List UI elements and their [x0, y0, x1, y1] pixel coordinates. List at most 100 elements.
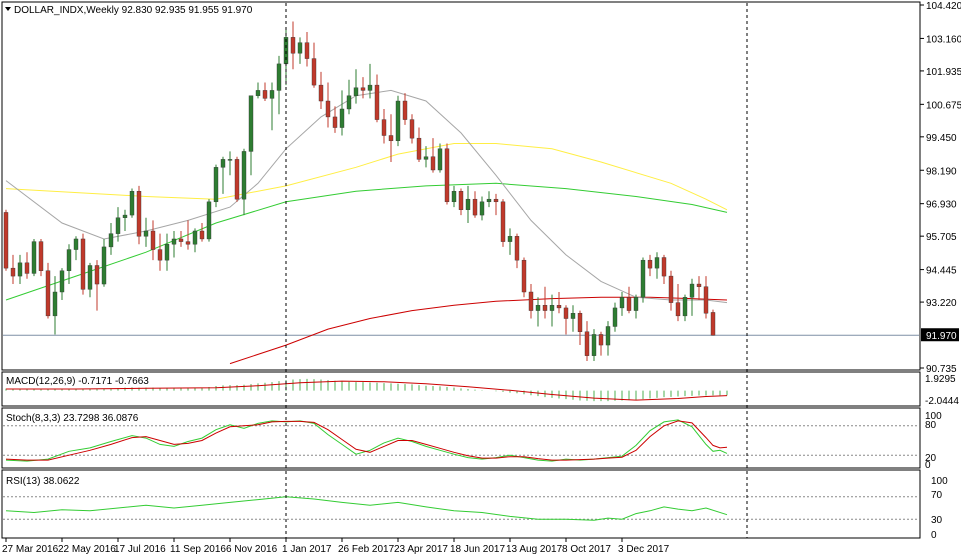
candle: [584, 321, 590, 361]
period-separators: [285, 3, 748, 538]
candle: [395, 95, 401, 147]
x-tick-label: 26 Feb 2017: [338, 544, 395, 555]
x-tick-label: 8 Oct 2017: [562, 544, 611, 555]
candle-body: [199, 230, 205, 240]
dropdown-arrow-icon[interactable]: [5, 7, 11, 11]
candle: [297, 37, 303, 64]
candle: [220, 156, 226, 194]
y-tick-label: 93.220: [926, 298, 957, 309]
candle: [661, 254, 667, 285]
candle: [101, 238, 107, 287]
candle-body: [45, 270, 51, 317]
stoch-label: Stoch(8,3,3) 23.7298 36.0876: [6, 413, 139, 424]
candle: [290, 21, 296, 70]
candle-body: [395, 100, 401, 142]
y-tick-label: 103.160: [926, 34, 961, 45]
stoch-level-100: 100: [925, 411, 942, 422]
candle-body: [619, 297, 625, 309]
candle-body: [318, 84, 324, 102]
candle: [605, 321, 611, 356]
candle: [304, 32, 310, 67]
candle: [465, 185, 471, 224]
candle: [122, 209, 128, 231]
candle-body: [444, 148, 450, 203]
x-tick-label: 18 Jun 2017: [450, 544, 505, 555]
candle: [479, 196, 485, 221]
candle: [563, 305, 569, 335]
candle-body: [304, 42, 310, 59]
y-tick-label: 99.450: [926, 133, 957, 144]
x-tick-label: 22 May 2016: [58, 544, 116, 555]
candle-body: [416, 137, 422, 160]
candle-body: [17, 262, 23, 277]
candle: [45, 262, 51, 319]
candle-body: [409, 119, 415, 139]
candle: [430, 138, 436, 173]
candle: [458, 188, 464, 216]
candle: [38, 238, 44, 277]
candle-body: [122, 214, 128, 218]
candle-body: [360, 87, 366, 91]
candle-body: [178, 238, 184, 242]
candle-body: [332, 116, 338, 128]
candle-body: [227, 159, 233, 161]
candle: [416, 127, 422, 163]
candle-body: [255, 90, 261, 96]
candle-body: [507, 236, 513, 242]
candle: [612, 302, 618, 332]
candle: [689, 278, 695, 316]
candle: [696, 276, 702, 300]
candle: [31, 238, 37, 277]
last-price-box: [921, 328, 959, 342]
candle-body: [220, 159, 226, 168]
rsi-plot: [3, 496, 919, 521]
candle-body: [549, 305, 555, 311]
candle-body: [654, 257, 660, 269]
candle-body: [108, 233, 114, 248]
candle: [444, 143, 450, 205]
candle-body: [10, 267, 16, 277]
candle-body: [465, 198, 471, 210]
candle: [500, 199, 506, 247]
candle: [570, 305, 576, 332]
x-tick-label: 11 Sep 2016: [170, 544, 226, 555]
candle: [80, 233, 86, 295]
candle: [262, 82, 268, 102]
x-tick-label: 23 Apr 2017: [394, 544, 448, 555]
macd-label: MACD(12,26,9) -0.7171 -0.7663: [6, 376, 149, 387]
rsi-level-100: 100: [931, 476, 948, 487]
candle-body: [647, 259, 653, 269]
y-tick-label: 90.735: [926, 364, 957, 375]
candle-body: [451, 191, 457, 203]
candle: [360, 77, 366, 99]
candle: [325, 82, 331, 128]
candle: [206, 199, 212, 242]
price-plot: [3, 21, 919, 365]
candle-body: [94, 265, 100, 285]
candle-body: [157, 249, 163, 261]
candle: [647, 254, 653, 277]
candle: [493, 193, 499, 216]
candle: [171, 230, 177, 258]
candle: [521, 257, 527, 298]
candle-body: [290, 37, 296, 54]
candle: [332, 106, 338, 133]
candle-body: [164, 244, 170, 261]
candle-body: [234, 159, 240, 200]
candle: [472, 191, 478, 218]
candle-body: [136, 191, 142, 237]
candle: [108, 223, 114, 255]
candle-body: [570, 313, 576, 319]
candle: [507, 228, 513, 255]
candle-body: [626, 297, 632, 311]
candle-body: [458, 191, 464, 210]
candle-body: [514, 236, 520, 261]
candle: [24, 252, 30, 279]
stoch-level-80: 80: [925, 420, 937, 431]
candle-body: [493, 198, 499, 203]
x-tick-label: 17 Jul 2016: [114, 544, 166, 555]
candle-body: [535, 305, 541, 311]
y-tick-label: 104.420: [926, 1, 961, 12]
